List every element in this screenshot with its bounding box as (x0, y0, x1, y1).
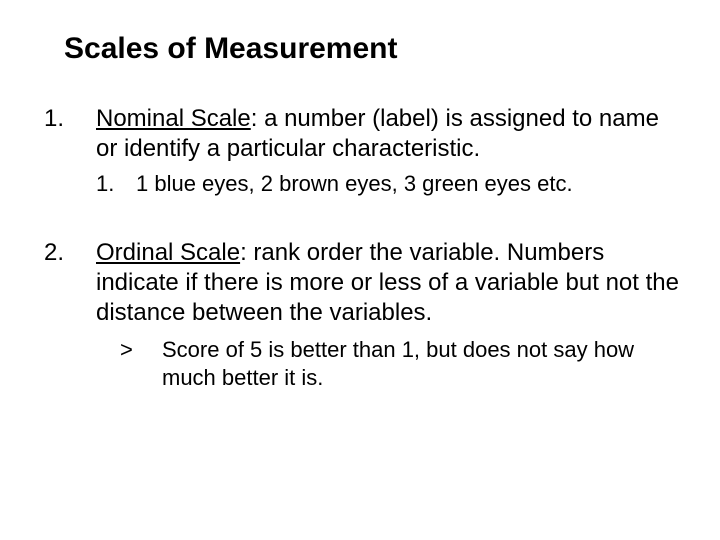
term-nominal: Nominal Scale (96, 105, 251, 132)
list-body-2: Ordinal Scale: rank order the variable. … (96, 238, 680, 328)
list-body-1: Nominal Scale: a number (label) is assig… (96, 104, 680, 164)
sublist-item-1: 1. 1 blue eyes, 2 brown eyes, 3 green ey… (96, 170, 680, 198)
ordered-list: 1. Nominal Scale: a number (label) is as… (40, 104, 680, 392)
slide-title: Scales of Measurement (64, 32, 680, 66)
list-number-1: 1. (40, 104, 96, 164)
list-item-2: 2. Ordinal Scale: rank order the variabl… (40, 238, 680, 328)
term-ordinal: Ordinal Scale (96, 239, 240, 266)
sublist-number-1: 1. (96, 170, 136, 198)
sublist-body-2: Score of 5 is better than 1, but does no… (162, 336, 680, 392)
sublist-item-2: > Score of 5 is better than 1, but does … (120, 336, 680, 392)
list-number-2: 2. (40, 238, 96, 328)
list-item-1: 1. Nominal Scale: a number (label) is as… (40, 104, 680, 164)
sublist-body-1: 1 blue eyes, 2 brown eyes, 3 green eyes … (136, 170, 680, 198)
sublist-marker-2: > (120, 336, 162, 392)
